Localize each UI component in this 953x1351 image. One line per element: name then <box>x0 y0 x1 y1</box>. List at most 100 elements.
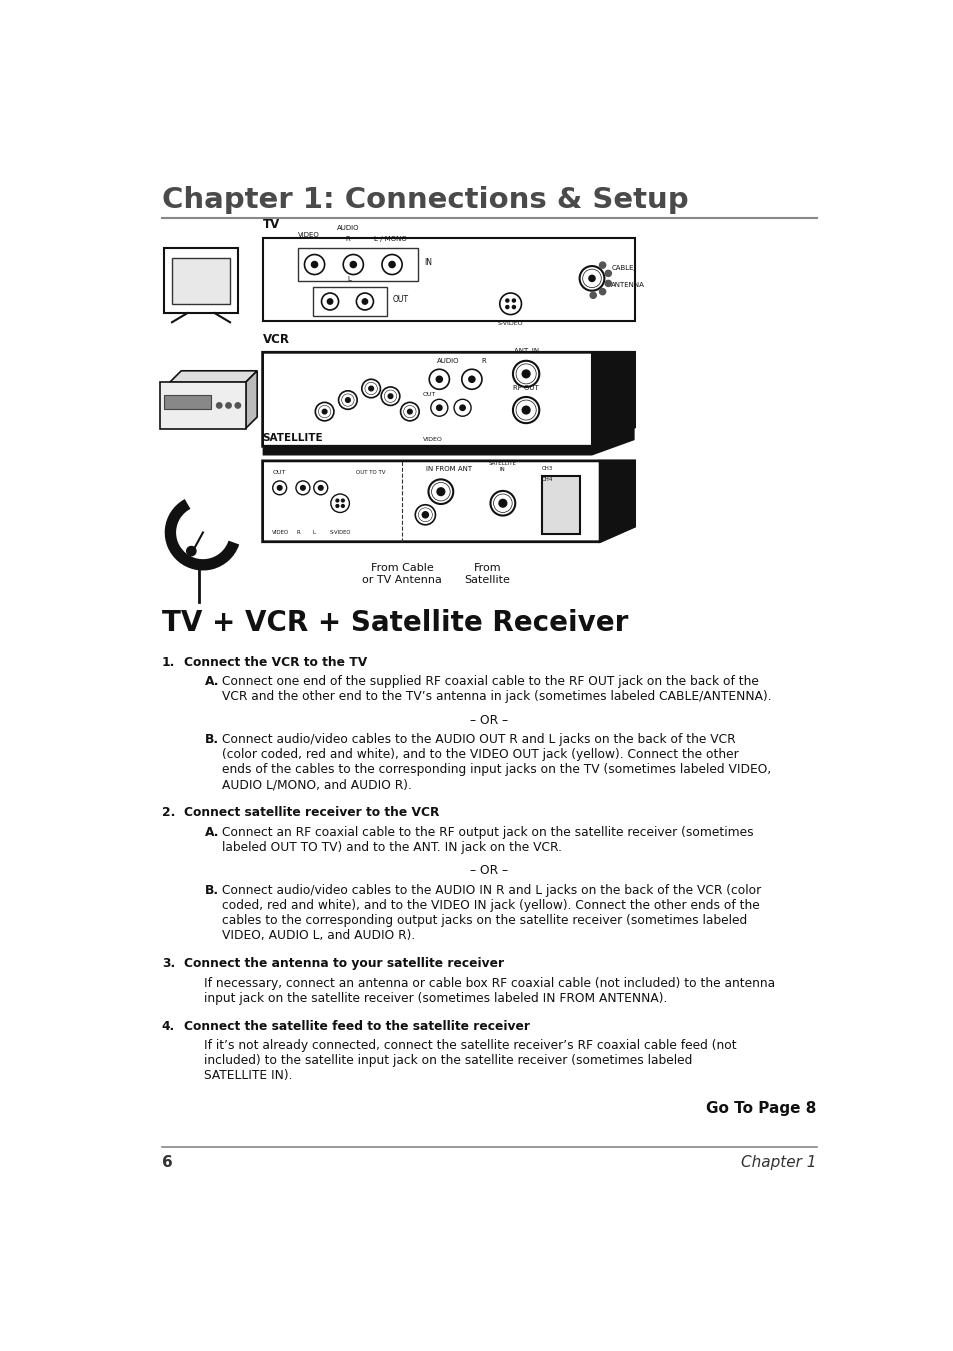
Text: IN: IN <box>423 258 432 266</box>
Text: Connect the antenna to your satellite receiver: Connect the antenna to your satellite re… <box>183 957 503 970</box>
Text: A.: A. <box>204 676 219 688</box>
Circle shape <box>588 276 595 281</box>
Polygon shape <box>245 370 257 428</box>
Text: input jack on the satellite receiver (sometimes labeled IN FROM ANTENNA).: input jack on the satellite receiver (so… <box>204 992 667 1005</box>
Text: From
Satellite: From Satellite <box>464 563 510 585</box>
Circle shape <box>436 488 444 496</box>
Circle shape <box>407 409 412 413</box>
Text: TV: TV <box>262 219 279 231</box>
Text: ends of the cables to the corresponding input jacks on the TV (sometimes labeled: ends of the cables to the corresponding … <box>222 763 771 777</box>
Text: Connect the satellite feed to the satellite receiver: Connect the satellite feed to the satell… <box>183 1020 529 1032</box>
Text: 6: 6 <box>162 1155 172 1170</box>
Circle shape <box>598 262 605 269</box>
Text: CH3: CH3 <box>541 466 553 471</box>
Text: AUDIO L/MONO, and AUDIO R).: AUDIO L/MONO, and AUDIO R). <box>222 778 412 792</box>
Text: Connect audio/video cables to the AUDIO IN R and L jacks on the back of the VCR : Connect audio/video cables to the AUDIO … <box>222 884 760 897</box>
Circle shape <box>512 305 515 308</box>
Text: S-VIDEO: S-VIDEO <box>497 320 523 326</box>
Circle shape <box>604 270 611 277</box>
Circle shape <box>300 485 305 490</box>
Text: 2.: 2. <box>162 807 175 819</box>
Text: Connect the VCR to the TV: Connect the VCR to the TV <box>183 655 367 669</box>
Text: OUT: OUT <box>393 295 409 304</box>
Text: B.: B. <box>204 884 218 897</box>
Polygon shape <box>599 461 634 542</box>
Circle shape <box>459 405 465 411</box>
FancyBboxPatch shape <box>172 258 230 304</box>
Polygon shape <box>262 427 634 455</box>
Text: L / MONO: L / MONO <box>374 236 406 242</box>
Text: coded, red and white), and to the VIDEO IN jack (yellow). Connect the other ends: coded, red and white), and to the VIDEO … <box>222 898 760 912</box>
Text: L: L <box>347 276 351 282</box>
Circle shape <box>226 403 231 408</box>
Circle shape <box>422 512 428 517</box>
Text: RF OUT: RF OUT <box>513 385 538 390</box>
Text: 3.: 3. <box>162 957 175 970</box>
Text: 1.: 1. <box>162 655 175 669</box>
Circle shape <box>521 370 530 378</box>
Text: B.: B. <box>204 734 218 746</box>
Text: AUDIO: AUDIO <box>336 226 358 231</box>
Text: VCR and the other end to the TV’s antenna in jack (sometimes labeled CABLE/ANTEN: VCR and the other end to the TV’s antenn… <box>222 690 771 704</box>
Circle shape <box>598 289 605 295</box>
Circle shape <box>388 394 393 399</box>
Text: Connect an RF coaxial cable to the RF output jack on the satellite receiver (som: Connect an RF coaxial cable to the RF ou… <box>222 825 753 839</box>
Circle shape <box>335 504 338 508</box>
Text: labeled OUT TO TV) and to the ANT. IN jack on the VCR.: labeled OUT TO TV) and to the ANT. IN ja… <box>222 840 561 854</box>
Circle shape <box>277 485 282 490</box>
Text: Go To Page 8: Go To Page 8 <box>705 1101 816 1116</box>
Text: TV + VCR + Satellite Receiver: TV + VCR + Satellite Receiver <box>162 609 628 638</box>
Circle shape <box>436 376 442 382</box>
Text: ANTENNA: ANTENNA <box>611 282 644 288</box>
Circle shape <box>362 299 367 304</box>
Text: SATELLITE IN).: SATELLITE IN). <box>204 1069 293 1082</box>
Polygon shape <box>170 370 257 382</box>
Text: SATELLITE
RECEIVER: SATELLITE RECEIVER <box>262 434 323 455</box>
FancyBboxPatch shape <box>164 396 211 409</box>
Circle shape <box>436 405 441 411</box>
FancyBboxPatch shape <box>541 477 579 534</box>
Text: If necessary, connect an antenna or cable box RF coaxial cable (not included) to: If necessary, connect an antenna or cabl… <box>204 977 775 989</box>
Text: Connect satellite receiver to the VCR: Connect satellite receiver to the VCR <box>183 807 438 819</box>
Text: OUT TO TV: OUT TO TV <box>356 470 385 476</box>
Text: VIDEO: VIDEO <box>423 438 442 442</box>
Circle shape <box>521 407 530 413</box>
Circle shape <box>341 504 344 508</box>
Circle shape <box>498 500 506 507</box>
Circle shape <box>216 403 222 408</box>
Circle shape <box>369 386 373 390</box>
Text: R: R <box>345 236 350 242</box>
Text: L: L <box>312 530 314 535</box>
Text: 4.: 4. <box>162 1020 175 1032</box>
Text: Chapter 1: Connections & Setup: Chapter 1: Connections & Setup <box>162 186 688 213</box>
Circle shape <box>350 262 356 267</box>
Circle shape <box>505 305 508 308</box>
Circle shape <box>345 397 350 403</box>
Circle shape <box>187 547 195 555</box>
Wedge shape <box>166 500 237 570</box>
Circle shape <box>468 376 475 382</box>
Circle shape <box>335 499 338 501</box>
Text: cables to the corresponding output jacks on the satellite receiver (sometimes la: cables to the corresponding output jacks… <box>222 913 747 927</box>
FancyBboxPatch shape <box>297 249 417 281</box>
Text: IN FROM ANT: IN FROM ANT <box>425 466 471 471</box>
FancyBboxPatch shape <box>313 286 386 316</box>
Polygon shape <box>262 461 634 542</box>
Text: CABLE/: CABLE/ <box>611 265 636 270</box>
Text: – OR –: – OR – <box>470 713 508 727</box>
Circle shape <box>512 299 515 303</box>
Text: VIDEO: VIDEO <box>272 530 289 535</box>
Circle shape <box>327 299 333 304</box>
Circle shape <box>590 292 596 299</box>
Text: Chapter 1: Chapter 1 <box>740 1155 816 1170</box>
Circle shape <box>318 485 323 490</box>
Circle shape <box>389 262 395 267</box>
Text: A.: A. <box>204 825 219 839</box>
Text: OUT: OUT <box>422 392 436 397</box>
Wedge shape <box>174 508 229 561</box>
Polygon shape <box>160 382 245 428</box>
Circle shape <box>341 499 344 501</box>
Polygon shape <box>262 353 634 446</box>
Text: If it’s not already connected, connect the satellite receiver’s RF coaxial cable: If it’s not already connected, connect t… <box>204 1039 737 1052</box>
Text: R: R <box>480 358 485 363</box>
